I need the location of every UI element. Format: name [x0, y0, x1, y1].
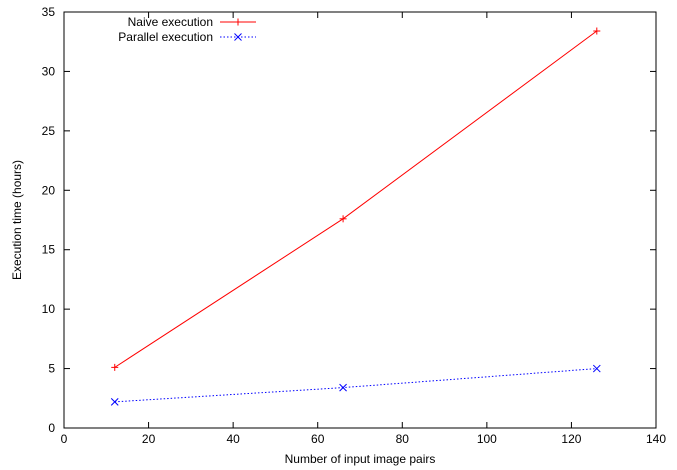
data-point-parallel-stroke [592, 364, 601, 373]
axis-ticks: 0 20 40 60 80 100 120 140 0 5 10 15 20 25 30 35 [42, 5, 667, 446]
legend-label-naive: Naive execution [128, 15, 213, 29]
data-point-parallel [339, 383, 347, 392]
x-tick-label: 40 [226, 432, 240, 446]
series-line-naive [114, 30, 598, 368]
data-point-naive [111, 363, 119, 371]
plot-frame [63, 11, 657, 429]
y-tick-label: 15 [42, 243, 56, 257]
x-tick-label: 0 [61, 432, 68, 446]
data-point-parallel [592, 364, 601, 373]
data-point-naive [339, 215, 347, 223]
legend-marker-naive [234, 18, 242, 26]
series-line-parallel [114, 368, 597, 403]
data-point-naive [593, 27, 601, 35]
x-tick-label: 20 [142, 432, 156, 446]
y-tick-label: 20 [42, 183, 56, 197]
y-tick-label: 0 [48, 421, 55, 435]
x-tick-label: 60 [311, 432, 325, 446]
x-tick-label: 120 [561, 432, 581, 446]
x-axis-title: Number of input image pairs [285, 452, 436, 466]
data-point-parallel-stroke [339, 383, 347, 392]
legend-marker-parallel-stroke [234, 33, 242, 41]
y-tick-label: 35 [42, 5, 56, 19]
legend-marker-parallel [234, 33, 242, 41]
y-tick-label: 25 [42, 124, 56, 138]
y-tick-label: 30 [42, 64, 56, 78]
x-tick-label: 100 [477, 432, 497, 446]
y-tick-label: 5 [48, 362, 55, 376]
y-tick-label: 10 [42, 302, 56, 316]
data-point-parallel-stroke [110, 397, 119, 406]
legend-label-parallel: Parallel execution [118, 30, 213, 44]
data-point-parallel [110, 397, 119, 406]
y-axis-title: Execution time (hours) [10, 160, 24, 280]
x-tick-label: 80 [396, 432, 410, 446]
series-layer [110, 27, 601, 406]
x-tick-label: 140 [646, 432, 666, 446]
